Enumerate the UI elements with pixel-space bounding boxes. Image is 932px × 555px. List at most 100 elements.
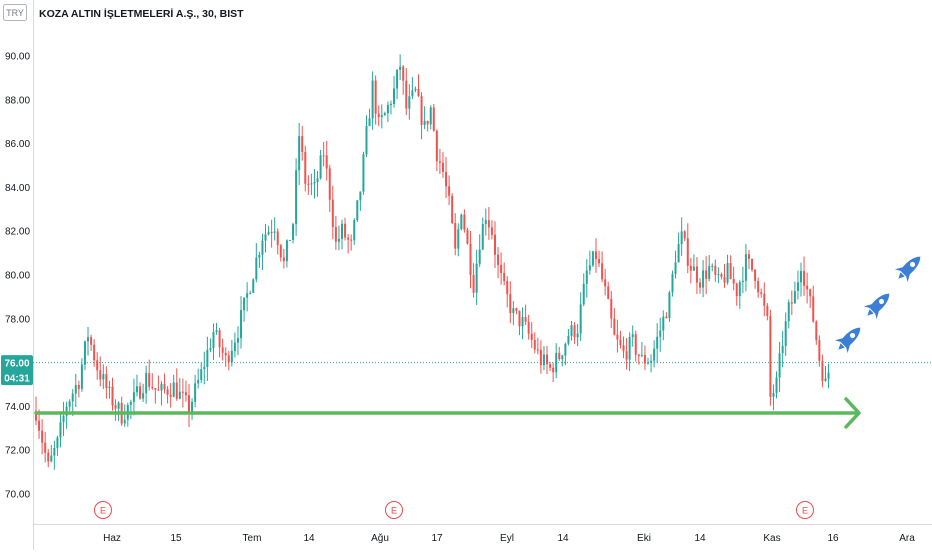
candle-body [711,265,714,267]
candle-body [178,391,181,399]
currency-badge[interactable]: TRY [3,4,27,21]
candle-body [506,281,509,295]
candle-body [677,244,680,263]
candle-body [454,223,457,249]
candle-body [720,274,723,277]
candle-body [295,170,298,225]
candle-body [230,350,233,363]
candle-body [607,286,610,299]
candle-body [665,316,668,319]
candle-body [108,386,111,389]
candle-body [353,220,356,241]
time-scale[interactable]: Haz 15 Tem 14 Ağu 17 Eyl 14 Eki 14 Kas 16 Ara [103,533,915,544]
candle-body [362,154,365,192]
candle-body [276,231,279,246]
rocket-window [909,261,916,268]
candle-body [334,226,337,242]
x-tick-label: Ara [899,533,915,544]
earnings-marker[interactable]: E [94,501,112,519]
candle-body [763,293,766,306]
candle-body [800,271,802,283]
candle-body [399,66,402,70]
x-tick-label: 15 [170,533,182,544]
candle-body [671,273,674,293]
currency-label: TRY [6,8,24,18]
x-tick-label: 14 [557,533,569,544]
candle-body [451,195,454,224]
earnings-marker[interactable]: E [385,501,403,519]
candle-body [435,130,438,162]
candle-body [74,385,77,394]
candle-body [527,321,530,334]
candle-body [154,388,157,390]
y-tick-label: 88.00 [5,95,30,106]
candle-body [448,186,451,196]
candle-body [325,155,328,169]
candle-body [610,298,613,319]
earnings-marker[interactable]: E [796,501,814,519]
rocket-fin-right [875,309,880,320]
candle-body [585,270,588,284]
candle-body [542,354,545,366]
candle-body [729,263,732,280]
countdown-timer: 04:31 [4,374,30,385]
rocket-window [878,298,885,305]
candle-body [99,370,102,380]
candle-body [83,341,86,365]
candle-body [347,237,350,240]
y-tick-label: 90.00 [5,52,30,63]
candle-body [723,276,726,283]
candle-body [512,308,515,314]
candle-body [475,263,478,293]
candle-body [760,292,763,294]
candle-body [166,389,169,395]
candle-body [41,430,44,443]
candle-body [683,231,686,239]
candle-body [622,345,625,352]
candle-body [738,282,741,297]
candle-body [96,360,99,371]
x-tick-label: 16 [827,533,839,544]
candlestick-series [35,54,830,470]
candle-body [662,316,665,331]
candle-body [503,273,506,282]
candle-body [478,249,481,264]
candle-body [227,355,230,363]
candle-body [90,337,93,345]
candle-body [582,283,585,305]
candle-body [487,220,490,228]
candle-body [319,155,322,179]
candle-body [402,66,405,81]
candle-body [307,183,310,185]
candle-body [708,266,711,279]
candle-body [47,452,50,462]
candle-body [77,385,80,389]
candle-body [432,107,435,131]
support-arrow[interactable] [34,397,861,429]
candle-body [536,349,539,351]
x-tick-label: Kas [763,533,780,544]
price-scale[interactable]: 70.00 72.00 74.00 78.00 80.00 82.00 84.00 86.00… [5,52,30,501]
candle-body [463,214,466,230]
candle-body [680,231,683,245]
candle-body [601,263,604,280]
candle-body [148,373,151,387]
candle-body [769,316,772,397]
rocket-fin-right [906,272,911,283]
x-tick-label: Tem [243,533,262,544]
candle-body [558,353,561,360]
candle-body [570,325,573,337]
candle-body [484,220,487,225]
candle-body [650,360,653,363]
rocket-fin-left [863,303,874,308]
candle-body [561,355,564,360]
candle-body [441,162,444,172]
candle-body [246,293,249,298]
candle-body [344,223,347,238]
earnings-marker-circle [796,501,814,519]
candle-body [702,270,705,288]
candle-body [261,240,264,255]
